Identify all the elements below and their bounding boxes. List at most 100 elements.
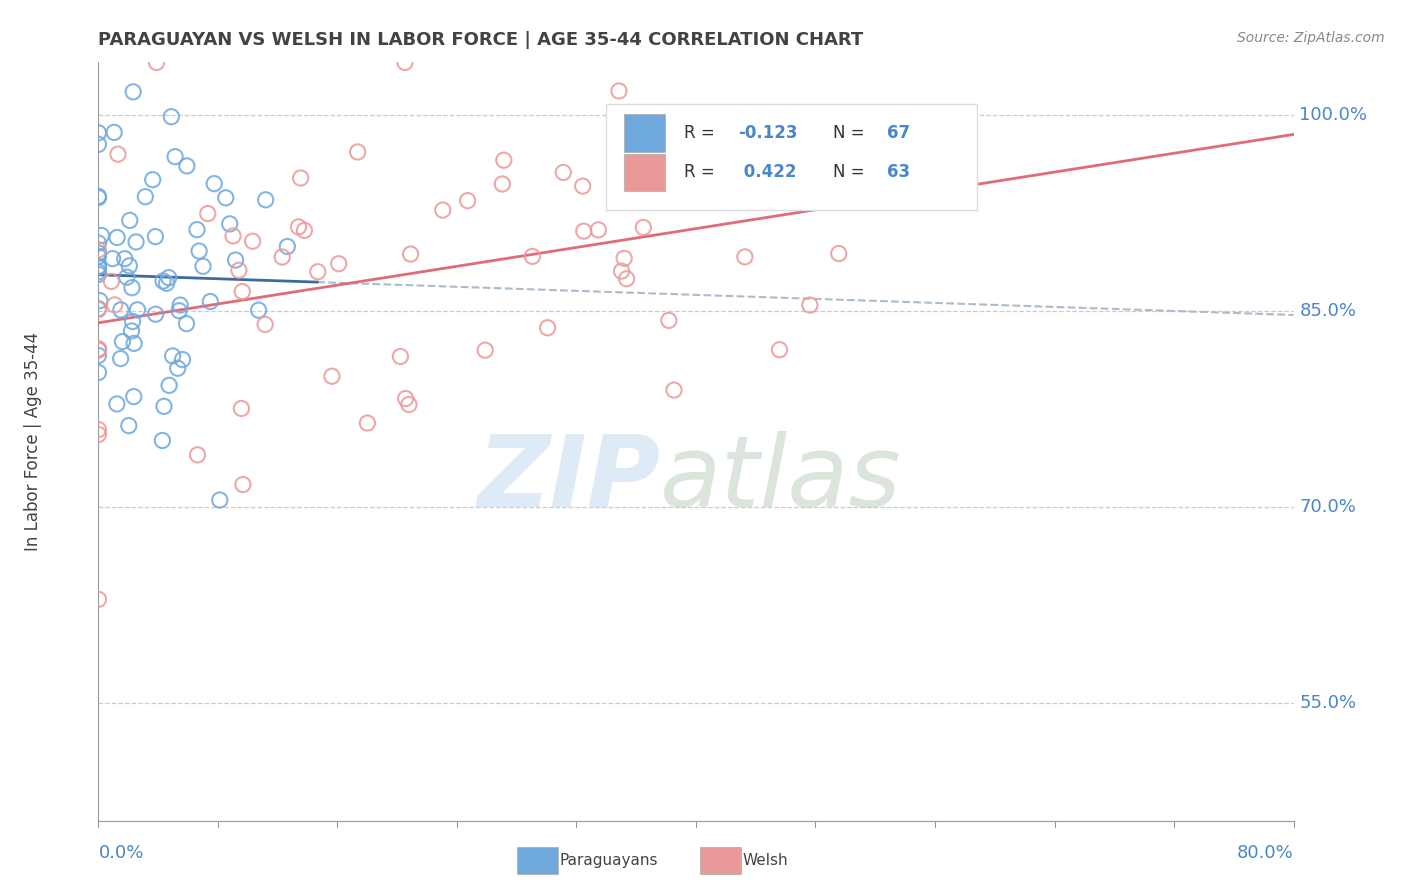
Text: 67: 67 bbox=[887, 124, 910, 142]
Text: ZIP: ZIP bbox=[477, 431, 661, 528]
Point bbox=[328, 257, 350, 271]
Point bbox=[643, 154, 665, 169]
Point bbox=[321, 369, 343, 384]
Point bbox=[87, 235, 110, 250]
Point bbox=[271, 250, 294, 264]
Point bbox=[169, 298, 191, 312]
Point bbox=[202, 177, 225, 191]
Text: 63: 63 bbox=[887, 163, 910, 181]
Text: R =: R = bbox=[685, 163, 720, 181]
Point bbox=[110, 351, 132, 366]
Point bbox=[172, 352, 194, 367]
Point bbox=[398, 397, 420, 411]
Text: N =: N = bbox=[834, 124, 870, 142]
Point bbox=[197, 206, 219, 220]
Point bbox=[707, 155, 730, 169]
Point bbox=[121, 281, 143, 295]
Point bbox=[768, 343, 790, 357]
Text: In Labor Force | Age 35-44: In Labor Force | Age 35-44 bbox=[24, 332, 42, 551]
Text: 70.0%: 70.0% bbox=[1299, 498, 1357, 516]
Point bbox=[153, 400, 176, 414]
Point bbox=[356, 416, 378, 430]
Text: 100.0%: 100.0% bbox=[1299, 106, 1368, 124]
Point bbox=[110, 302, 132, 317]
Point bbox=[394, 392, 416, 406]
Point bbox=[87, 342, 110, 356]
Point bbox=[90, 228, 112, 243]
Point bbox=[616, 272, 638, 286]
Point bbox=[231, 401, 253, 416]
Point bbox=[222, 228, 245, 243]
FancyBboxPatch shape bbox=[624, 153, 665, 191]
Point bbox=[658, 313, 681, 327]
Point bbox=[157, 270, 180, 285]
Point bbox=[165, 150, 187, 164]
Text: atlas: atlas bbox=[661, 431, 901, 528]
Point bbox=[125, 235, 148, 249]
Point bbox=[474, 343, 496, 358]
Point bbox=[837, 178, 859, 192]
Point bbox=[115, 270, 138, 285]
Point bbox=[87, 189, 110, 203]
Point bbox=[118, 259, 141, 273]
Point bbox=[176, 159, 198, 173]
Point bbox=[200, 294, 222, 309]
Point bbox=[87, 246, 110, 260]
Point bbox=[188, 244, 211, 258]
Point bbox=[87, 260, 110, 274]
Point bbox=[134, 190, 156, 204]
Point bbox=[276, 239, 298, 253]
Text: Source: ZipAtlas.com: Source: ZipAtlas.com bbox=[1237, 31, 1385, 45]
Point bbox=[87, 191, 110, 205]
Point bbox=[160, 110, 183, 124]
Point bbox=[87, 260, 110, 275]
Point bbox=[100, 274, 122, 288]
Point bbox=[105, 230, 128, 244]
Point bbox=[228, 263, 250, 277]
Point bbox=[87, 427, 110, 442]
Point bbox=[155, 277, 177, 291]
Point bbox=[87, 243, 110, 257]
Point bbox=[87, 302, 110, 317]
Point bbox=[87, 301, 110, 316]
Point bbox=[588, 223, 610, 237]
Point bbox=[399, 247, 422, 261]
Point bbox=[432, 203, 454, 218]
Point bbox=[145, 307, 167, 321]
Point bbox=[676, 178, 699, 193]
Point bbox=[242, 234, 264, 248]
Point bbox=[87, 265, 110, 279]
Text: Paraguayans: Paraguayans bbox=[560, 854, 658, 868]
Point bbox=[232, 477, 254, 491]
Text: Welsh: Welsh bbox=[742, 854, 787, 868]
Point bbox=[734, 250, 756, 264]
Point bbox=[104, 298, 127, 312]
Point bbox=[87, 126, 110, 140]
Point bbox=[290, 171, 312, 186]
Point bbox=[662, 383, 685, 397]
Point bbox=[142, 172, 165, 186]
FancyBboxPatch shape bbox=[624, 114, 665, 152]
Text: 85.0%: 85.0% bbox=[1299, 301, 1357, 320]
Point bbox=[107, 147, 129, 161]
Point bbox=[294, 223, 316, 237]
Point bbox=[492, 153, 515, 168]
Point bbox=[87, 137, 110, 152]
Point bbox=[346, 145, 368, 159]
Point bbox=[218, 217, 240, 231]
Point bbox=[571, 179, 593, 194]
Point bbox=[799, 298, 821, 312]
Point bbox=[457, 194, 479, 208]
Point bbox=[191, 260, 214, 274]
Text: -0.123: -0.123 bbox=[738, 124, 797, 142]
Point bbox=[572, 224, 595, 238]
Point bbox=[536, 320, 558, 334]
Point bbox=[720, 126, 742, 140]
Point bbox=[610, 264, 633, 278]
Point bbox=[522, 249, 544, 263]
FancyBboxPatch shape bbox=[606, 104, 977, 211]
Text: 0.0%: 0.0% bbox=[98, 844, 143, 863]
Point bbox=[114, 252, 136, 266]
Point bbox=[176, 317, 198, 331]
Point bbox=[157, 378, 180, 392]
